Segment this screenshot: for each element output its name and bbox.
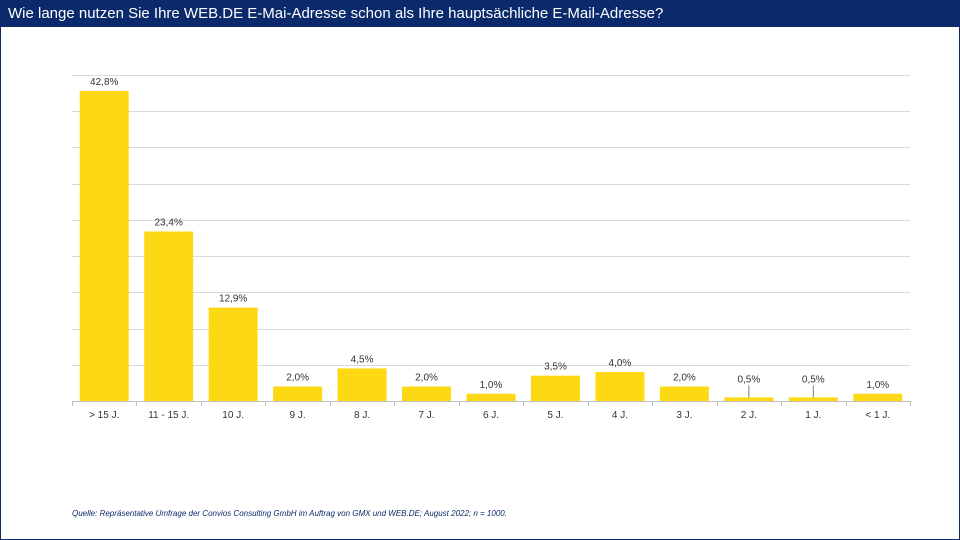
data-label: 1,0% (866, 380, 889, 391)
bar (402, 386, 452, 401)
bar (208, 307, 258, 401)
bar (273, 386, 323, 401)
bar (466, 393, 516, 401)
x-tick-label: > 15 J. (89, 410, 119, 421)
bar (724, 397, 774, 401)
data-label: 4,5% (351, 354, 374, 365)
x-tick-label: 4 J. (612, 410, 628, 421)
source-note: Quelle: Repräsentative Umfrage der Convi… (72, 509, 507, 518)
bar (853, 393, 903, 401)
x-tick-label: 10 J. (222, 410, 244, 421)
x-tick-label: 5 J. (547, 410, 563, 421)
bar (144, 231, 194, 401)
gridlines (72, 75, 910, 402)
x-tick-label: 6 J. (483, 410, 499, 421)
x-tick-label: 11 - 15 J. (148, 410, 189, 421)
data-label: 4,0% (609, 358, 632, 369)
data-label: 3,5% (544, 362, 567, 373)
bar (595, 372, 645, 401)
x-tick-label: 3 J. (676, 410, 692, 421)
x-tick-label: 1 J. (805, 410, 821, 421)
x-tick-label: 7 J. (418, 410, 434, 421)
bar (530, 375, 580, 401)
data-label: 12,9% (219, 294, 247, 305)
bars (79, 90, 903, 401)
data-label: 1,0% (480, 380, 503, 391)
data-label: 0,5% (802, 374, 825, 385)
bar (337, 368, 387, 401)
x-axis: > 15 J. 11 - 15 J. 10 J. 9 J. 8 J. 7 J. 6 J. 5 … (72, 401, 911, 421)
data-label: 2,0% (286, 373, 309, 384)
title-bar: Wie lange nutzen Sie Ihre WEB.DE E-Mai-A… (0, 0, 960, 27)
x-tick-label: 8 J. (354, 410, 370, 421)
data-labels: 42,8% 23,4% 12,9% 2,0% 4,5% 2,0% 1,0% 3,5% 4,0% 2… (90, 77, 889, 398)
data-label: 2,0% (415, 373, 438, 384)
bar (788, 397, 838, 401)
x-tick-label: 9 J. (290, 410, 306, 421)
data-label: 42,8% (90, 77, 118, 88)
x-tick-label: < 1 J. (865, 410, 890, 421)
data-label: 0,5% (737, 374, 760, 385)
data-label: 23,4% (155, 217, 183, 228)
bar (659, 386, 709, 401)
data-label: 2,0% (673, 373, 696, 384)
x-tick-label: 2 J. (741, 410, 757, 421)
page-title: Wie lange nutzen Sie Ihre WEB.DE E-Mai-A… (8, 5, 664, 22)
bar (79, 90, 129, 401)
